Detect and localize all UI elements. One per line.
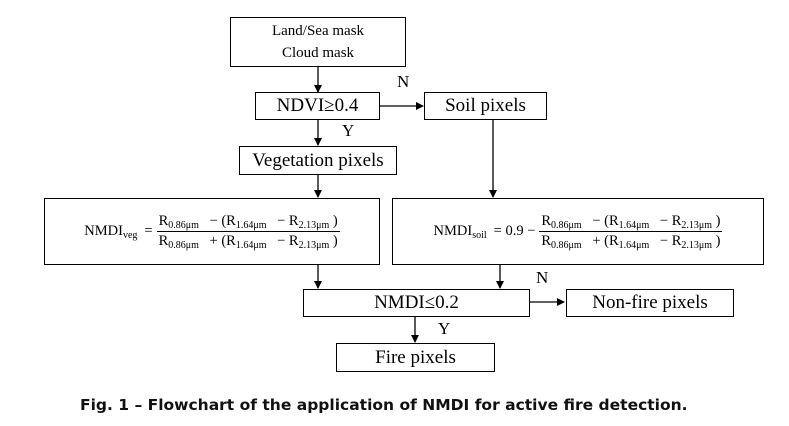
- vegetation-pixels-box: Vegetation pixels: [239, 146, 397, 175]
- fire-pixels-box: Fire pixels: [336, 343, 495, 372]
- nmdi-soil-equals: = 0.9 −: [493, 223, 536, 239]
- mask-box: Land/Sea mask Cloud mask: [230, 17, 406, 67]
- nmdi-threshold-box: NMDI≤0.2: [303, 289, 530, 317]
- soil-pixels-label: Soil pixels: [445, 95, 526, 116]
- ndvi-decision-box: NDVI≥0.4: [255, 92, 380, 120]
- nmdi-veg-formula: NMDIveg = R0.86μm − (R1.64μm − R2.13μm )…: [84, 212, 340, 251]
- ndvi-no-label: N: [397, 72, 410, 91]
- nmdi-soil-fraction-bar: [539, 231, 723, 232]
- nmdi-yes-label: Y: [438, 319, 451, 338]
- nmdi-veg-fraction-bar: [156, 231, 340, 232]
- nmdi-threshold-label: NMDI≤0.2: [374, 292, 459, 313]
- nmdi-soil-fraction: R0.86μm − (R1.64μm − R2.13μm ) R0.86μm +…: [539, 212, 723, 251]
- nmdi-veg-denominator: R0.86μm + (R1.64μm − R2.13μm ): [158, 233, 338, 251]
- nmdi-veg-numerator: R0.86μm − (R1.64μm − R2.13μm ): [158, 213, 338, 231]
- soil-pixels-box: Soil pixels: [424, 92, 547, 120]
- nonfire-pixels-box: Non-fire pixels: [566, 289, 734, 317]
- nmdi-veg-formula-box: NMDIveg = R0.86μm − (R1.64μm − R2.13μm )…: [44, 198, 380, 265]
- nmdi-soil-denominator: R0.86μm + (R1.64μm − R2.13μm ): [541, 233, 721, 251]
- ndvi-yes-label: Y: [342, 121, 355, 140]
- figure-caption: Fig. 1 – Flowchart of the application of…: [80, 396, 688, 414]
- nmdi-soil-formula-box: NMDIsoil = 0.9 − R0.86μm − (R1.64μm − R2…: [392, 198, 764, 265]
- nmdi-veg-fraction: R0.86μm − (R1.64μm − R2.13μm ) R0.86μm +…: [156, 212, 340, 251]
- nonfire-pixels-label: Non-fire pixels: [592, 292, 708, 313]
- ndvi-decision-label: NDVI≥0.4: [276, 95, 359, 116]
- nmdi-soil-lhs-sub: soil: [472, 230, 487, 241]
- vegetation-pixels-label: Vegetation pixels: [252, 149, 384, 171]
- nmdi-no-label: N: [536, 268, 549, 287]
- nmdi-soil-lhs: NMDI: [433, 223, 473, 239]
- nmdi-soil-numerator: R0.86μm − (R1.64μm − R2.13μm ): [541, 213, 721, 231]
- nmdi-veg-lhs: NMDI: [84, 223, 123, 239]
- cloud-mask-label: Cloud mask: [281, 45, 355, 61]
- nmdi-soil-formula: NMDIsoil = 0.9 − R0.86μm − (R1.64μm − R2…: [434, 212, 723, 251]
- nmdi-veg-equals: =: [144, 223, 153, 239]
- land-sea-mask-label: Land/Sea mask: [271, 23, 365, 39]
- fire-pixels-label: Fire pixels: [375, 346, 456, 368]
- nmdi-veg-lhs-sub: veg: [122, 230, 138, 241]
